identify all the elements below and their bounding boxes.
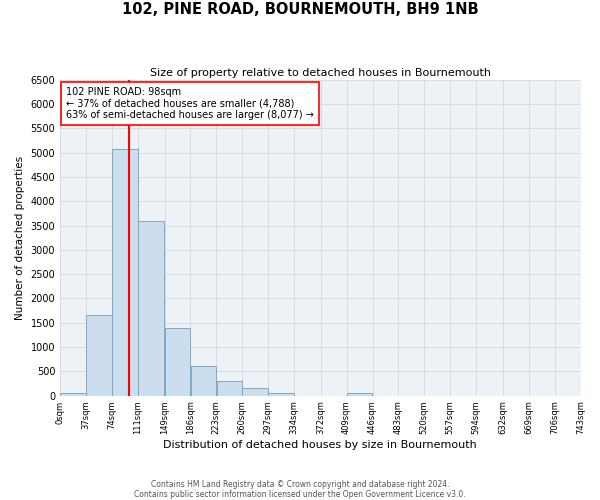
Bar (112, 148, 138, 396)
Bar (242, 388, 268, 396)
X-axis label: Distribution of detached houses by size in Bournemouth: Distribution of detached houses by size … (163, 440, 477, 450)
Bar (347, 394, 373, 396)
Text: 102 PINE ROAD: 98sqm
← 37% of detached houses are smaller (4,788)
63% of semi-de: 102 PINE ROAD: 98sqm ← 37% of detached h… (66, 87, 314, 120)
Title: Size of property relative to detached houses in Bournemouth: Size of property relative to detached ho… (150, 68, 491, 78)
Text: Contains HM Land Registry data © Crown copyright and database right 2024.
Contai: Contains HM Land Registry data © Crown c… (134, 480, 466, 499)
Bar (86, 316, 112, 396)
Bar (138, 220, 164, 396)
Bar (191, 366, 216, 396)
Bar (164, 328, 190, 396)
Bar (61, 394, 86, 396)
Bar (217, 381, 242, 396)
Bar (268, 393, 294, 396)
Text: 102, PINE ROAD, BOURNEMOUTH, BH9 1NB: 102, PINE ROAD, BOURNEMOUTH, BH9 1NB (122, 2, 478, 18)
Y-axis label: Number of detached properties: Number of detached properties (15, 156, 25, 320)
